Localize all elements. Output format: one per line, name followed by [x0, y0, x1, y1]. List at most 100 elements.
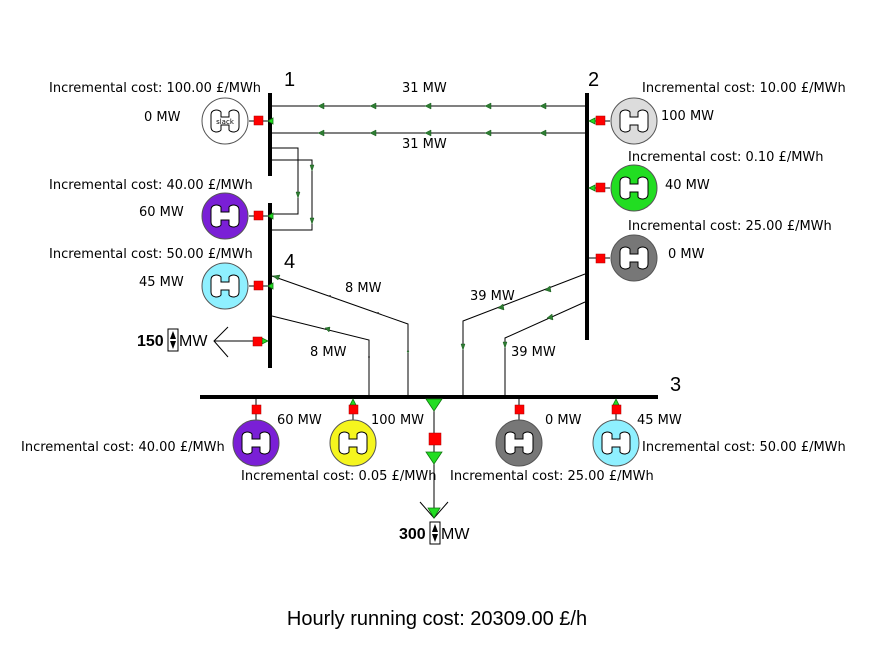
flow-arrow-icon [406, 350, 410, 354]
flow-arrow-icon [424, 129, 432, 137]
flow-arrow-icon [484, 102, 492, 110]
line-2-1-b[interactable] [272, 129, 585, 137]
line-2-3-b[interactable] [502, 301, 586, 397]
line-1-4-b[interactable] [272, 159, 315, 231]
line-3-4-a-flow: 8 MW [345, 281, 382, 296]
line-2-3-b-flow: 39 MW [511, 345, 556, 360]
bus-2-label: 2 [588, 69, 599, 91]
flow-arrow-icon [309, 164, 315, 172]
breaker-icon[interactable] [348, 404, 359, 415]
hourly-running-cost: Hourly running cost: 20309.00 £/h [287, 608, 587, 630]
flow-arrow-icon [369, 102, 377, 110]
gen-bus2c-cost: Incremental cost: 25.00 £/MWh [628, 219, 832, 234]
breaker-icon[interactable] [251, 404, 262, 415]
line-2-1-a-flow: 31 MW [402, 81, 447, 96]
gen-bus1-cost: Incremental cost: 100.00 £/MWh [49, 81, 261, 96]
line-2-1-b-flow: 31 MW [402, 137, 447, 152]
spin-down-icon[interactable] [170, 341, 176, 349]
gen-bus3b-cost: Incremental cost: 0.05 £/MWh [241, 469, 437, 484]
gen-bus3b-output: 100 MW [371, 413, 424, 428]
gen-bus2a-output: 100 MW [661, 109, 714, 124]
flow-arrow-icon [539, 102, 547, 110]
gen-bus3c-output: 0 MW [545, 413, 582, 428]
line-1-4-a[interactable] [272, 147, 301, 215]
slack-tag: slack [216, 118, 235, 126]
load-bus3-unit: MW [441, 526, 470, 543]
breaker-icon[interactable] [611, 404, 622, 415]
connector-icon [425, 398, 443, 412]
breaker-icon[interactable] [252, 336, 263, 347]
flow-arrow-icon [539, 129, 547, 137]
flow-arrow-icon [460, 343, 466, 351]
gen-bus4b-output: 45 MW [139, 275, 184, 290]
breaker-icon[interactable] [595, 182, 606, 193]
line-2-3-a[interactable] [460, 273, 586, 397]
gen-bus3a-cost: Incremental cost: 40.00 £/MWh [21, 440, 225, 455]
gen-bus3d-output: 45 MW [637, 413, 682, 428]
connector-icon [588, 184, 596, 192]
bus-4-label: 4 [284, 251, 295, 273]
generator-bus4-b[interactable] [201, 262, 274, 310]
gen-bus2c-output: 0 MW [668, 247, 705, 262]
generator-bus2-a[interactable] [588, 97, 658, 145]
breaker-icon[interactable] [253, 115, 264, 126]
generator-bus3-c[interactable] [495, 399, 543, 467]
flow-arrow-icon [502, 341, 508, 349]
generator-bus2-c[interactable] [589, 234, 658, 282]
breaker-icon[interactable] [428, 432, 442, 446]
generator-bus3-a[interactable] [232, 399, 280, 467]
generator-bus3-d[interactable] [592, 398, 640, 467]
flow-arrow-icon [484, 129, 492, 137]
generator-bus4-a[interactable] [201, 192, 274, 240]
load-bus4[interactable] [213, 326, 269, 358]
bus-3-label: 3 [670, 374, 681, 396]
breaker-icon[interactable] [514, 404, 525, 415]
connector-icon [612, 398, 620, 406]
load-bus3-value[interactable]: 300 [399, 526, 426, 543]
flow-arrow-icon [324, 326, 331, 333]
connector-icon [267, 282, 274, 290]
line-3-4-b[interactable] [271, 315, 370, 397]
generator-bus1-slack[interactable]: slack [201, 97, 274, 145]
gen-bus2a-cost: Incremental cost: 10.00 £/MWh [642, 81, 846, 96]
breaker-icon[interactable] [595, 115, 606, 126]
breaker-icon[interactable] [253, 280, 264, 291]
breaker-icon[interactable] [595, 253, 606, 264]
flow-arrow-icon [424, 102, 432, 110]
gen-bus1-output: 0 MW [144, 110, 181, 125]
bus-1-label: 1 [284, 69, 295, 91]
load-bus4-unit: MW [179, 333, 208, 350]
gen-bus3c-cost: Incremental cost: 25.00 £/MWh [450, 469, 654, 484]
flow-arrow-icon [309, 217, 315, 225]
gen-bus4b-cost: Incremental cost: 50.00 £/MWh [49, 247, 253, 262]
spin-up-icon[interactable] [432, 524, 438, 532]
generator-bus3-b[interactable] [329, 398, 377, 467]
generator-bus2-b[interactable] [588, 164, 658, 212]
spin-down-icon[interactable] [432, 534, 438, 542]
flow-arrow-icon [544, 285, 552, 293]
load-arrow-icon [213, 326, 229, 358]
load-bus4-value[interactable]: 150 [137, 333, 164, 350]
gen-bus4a-cost: Incremental cost: 40.00 £/MWh [49, 178, 253, 193]
load-bus3-stepper[interactable] [429, 521, 441, 545]
line-3-4-b-flow: 8 MW [310, 345, 347, 360]
connector-icon [349, 398, 357, 406]
load-bus4-stepper[interactable] [167, 328, 179, 352]
line-3-4-a[interactable] [271, 274, 410, 397]
gen-bus4a-output: 60 MW [139, 205, 184, 220]
line-2-1-a[interactable] [272, 102, 585, 110]
gen-bus3a-output: 60 MW [277, 413, 322, 428]
load-bus3[interactable] [419, 398, 449, 519]
connector-icon [267, 117, 274, 125]
gen-bus2b-cost: Incremental cost: 0.10 £/MWh [628, 150, 824, 165]
connector-icon [588, 117, 596, 125]
spin-up-icon[interactable] [170, 331, 176, 339]
flow-arrow-icon [317, 129, 325, 137]
flow-arrow-icon [369, 129, 377, 137]
flow-arrow-icon [295, 191, 301, 199]
flow-arrow-icon [272, 274, 281, 281]
flow-arrow-icon [317, 102, 325, 110]
breaker-icon[interactable] [253, 210, 264, 221]
flow-arrow-icon [497, 303, 505, 311]
